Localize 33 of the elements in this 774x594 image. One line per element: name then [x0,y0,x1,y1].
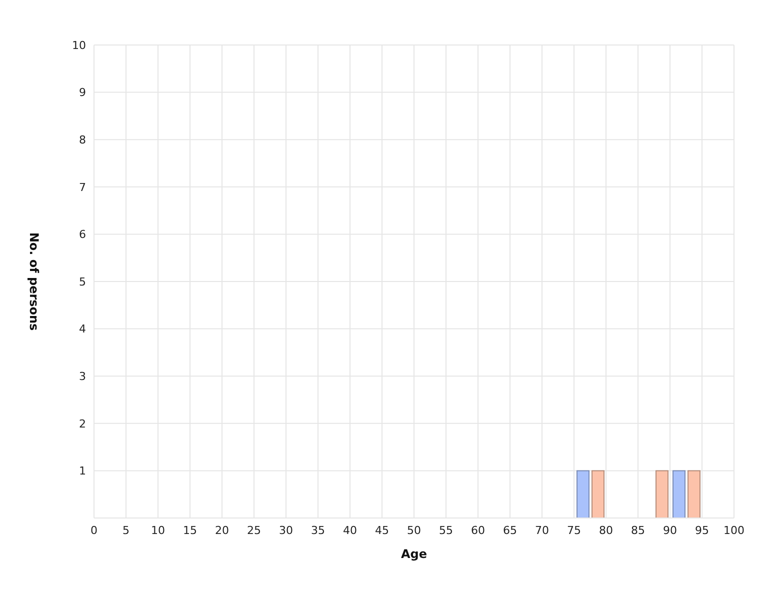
x-axis-title: Age [400,547,428,561]
x-tick-label: 50 [407,524,421,537]
x-tick-label: 95 [695,524,709,537]
x-tick-label: 85 [631,524,645,537]
x-tick-label: 70 [535,524,549,537]
y-tick-label: 9 [79,86,86,100]
x-tick-label: 100 [724,524,744,537]
y-tick-label: 2 [79,417,86,430]
x-tick-label: 35 [311,524,325,537]
x-tick-label: 60 [471,524,485,537]
y-tick-label: 5 [79,275,86,288]
y-tick-label: 3 [79,370,86,384]
x-tick-label: 30 [279,524,293,537]
x-tick-label: 25 [247,524,261,537]
y-tick-label: 7 [79,180,86,194]
x-tick-label: 55 [439,524,453,537]
x-tick-label: 20 [215,524,229,537]
x-tick-label: 10 [151,524,165,537]
y-tick-label: 8 [79,134,86,147]
y-tick-label: 4 [79,322,86,336]
y-tick-label: 6 [79,228,86,242]
x-tick-label: 5 [122,524,130,537]
x-tick-label: 75 [567,524,581,537]
y-axis-title: No. of persons [26,232,41,331]
x-tick-label: 15 [183,524,197,537]
x-tick-label: 80 [599,524,613,537]
x-tick-label: 65 [503,524,517,537]
y-tick-label: 10 [72,38,86,52]
x-tick-label: 45 [375,524,389,537]
y-tick-label: 1 [79,464,86,478]
x-tick-label: 40 [343,524,357,537]
x-tick-label: 0 [90,524,98,537]
x-tick-label: 90 [663,524,677,537]
